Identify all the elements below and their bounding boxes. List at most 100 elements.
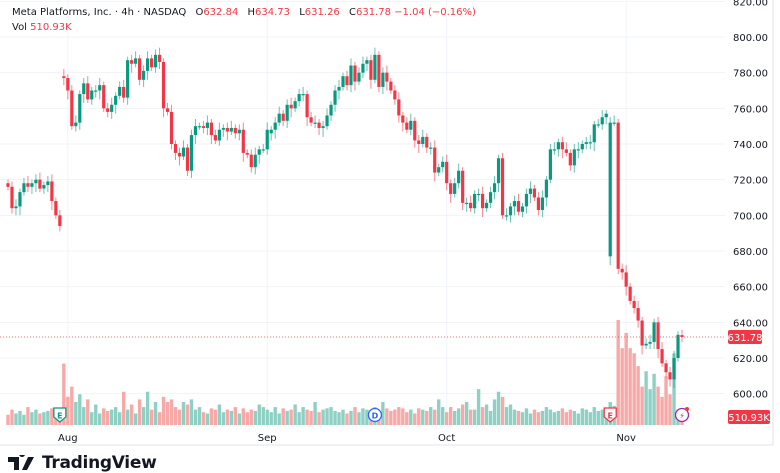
tradingview-logo[interactable]: TradingView — [8, 453, 157, 473]
event-marker-icon[interactable] — [674, 407, 690, 423]
volume-bar — [520, 412, 525, 425]
candle-body — [309, 117, 313, 123]
candle-body — [257, 149, 261, 155]
volume-bar — [624, 332, 628, 425]
volume-bar — [337, 412, 341, 425]
price-axis[interactable]: 600.00 620.00 640.00 660.00 680.00 700.00 720.… — [0, 0, 770, 424]
volume-bar — [113, 407, 118, 425]
candle-body — [337, 86, 341, 91]
volume-bar — [433, 409, 437, 425]
volume-bar — [349, 410, 353, 425]
candle-body — [197, 126, 202, 128]
candle-body — [233, 127, 237, 134]
candle-body — [134, 58, 138, 64]
earnings-marker-icon[interactable] — [603, 407, 617, 423]
volume-bar — [14, 413, 18, 425]
candle-body — [381, 72, 385, 87]
volume-bar — [500, 396, 505, 425]
candle-body — [556, 142, 560, 150]
candle-body — [676, 334, 680, 358]
candle-body — [345, 76, 349, 86]
volume-bar — [173, 407, 178, 425]
volume-bar — [193, 409, 198, 425]
time-axis[interactable]: Aug Sep Oct Nov — [58, 433, 636, 444]
volume-bar — [548, 409, 553, 425]
volume-bars — [6, 320, 684, 425]
dividend-marker-icon[interactable] — [367, 407, 383, 423]
price-tick-label: 760.00 — [733, 104, 768, 115]
volume-bar — [405, 412, 409, 425]
earnings-marker-icon[interactable] — [53, 407, 67, 423]
candle-body — [373, 54, 377, 80]
candle-body — [253, 154, 257, 168]
candle-body — [656, 322, 660, 350]
symbol-name[interactable]: Meta Platforms, Inc. — [12, 7, 112, 18]
candle-body — [461, 170, 465, 203]
candle-body — [628, 286, 632, 301]
event-markers[interactable]: E D E ⚡ — [53, 407, 690, 423]
volume-bar — [261, 407, 265, 425]
volume-bar — [265, 409, 269, 425]
volume-bar — [353, 407, 357, 425]
volume-bar — [448, 407, 453, 425]
candle-body — [612, 122, 616, 124]
price-tick-label: 800.00 — [733, 33, 768, 44]
volume-bar — [668, 394, 672, 425]
volume-bar — [317, 412, 321, 425]
candle-body — [122, 86, 126, 98]
volume-bar — [596, 410, 600, 425]
volume-bar — [325, 408, 329, 425]
candle-body — [469, 202, 473, 209]
candle-body — [313, 122, 317, 124]
candle-body — [46, 181, 50, 186]
volume-bar — [185, 404, 190, 425]
candle-body — [297, 94, 301, 102]
candle-body — [636, 308, 640, 321]
candle-body — [293, 101, 297, 109]
volume-bar — [269, 412, 273, 425]
candle-body — [177, 152, 182, 157]
candle-body — [34, 179, 38, 184]
volume-bar — [169, 399, 174, 425]
candle-body — [141, 70, 146, 80]
volume-bar — [181, 401, 186, 425]
volume-bar — [209, 408, 214, 425]
volume-bar — [452, 410, 457, 425]
candle-body — [185, 147, 190, 171]
volume-bar — [149, 409, 154, 425]
exchange: NASDAQ — [143, 7, 187, 18]
candle-body — [273, 122, 277, 130]
candle-body — [473, 193, 477, 209]
volume-bar — [560, 408, 565, 425]
volume-bar — [305, 409, 309, 425]
marker-label: ⚡ — [679, 412, 685, 421]
volume-bar — [484, 404, 489, 425]
candle-body — [504, 215, 509, 217]
candle-body — [576, 149, 580, 151]
volume-bar — [217, 404, 222, 425]
volume-bar — [385, 408, 389, 425]
volume-bar — [664, 376, 668, 425]
candle-body — [269, 129, 273, 134]
volume-bar — [313, 401, 317, 425]
candle-body — [540, 197, 545, 210]
volume-bar — [90, 412, 94, 425]
volume-bar — [62, 363, 66, 425]
candle-body — [644, 343, 648, 346]
volume-bar — [361, 408, 365, 425]
volume-bar — [285, 410, 289, 425]
volume-bar — [165, 401, 170, 425]
candle-body — [369, 60, 373, 80]
volume-bar — [464, 401, 469, 425]
candle-body — [217, 129, 221, 141]
candle-body — [604, 113, 608, 118]
candle-body — [66, 78, 70, 91]
candle-body — [524, 193, 529, 207]
volume-bar — [472, 409, 477, 425]
candle-body — [165, 108, 170, 112]
candle-body — [14, 206, 18, 209]
candle-body — [221, 127, 225, 130]
volume-bar — [297, 412, 301, 425]
volume-bar — [233, 407, 238, 425]
